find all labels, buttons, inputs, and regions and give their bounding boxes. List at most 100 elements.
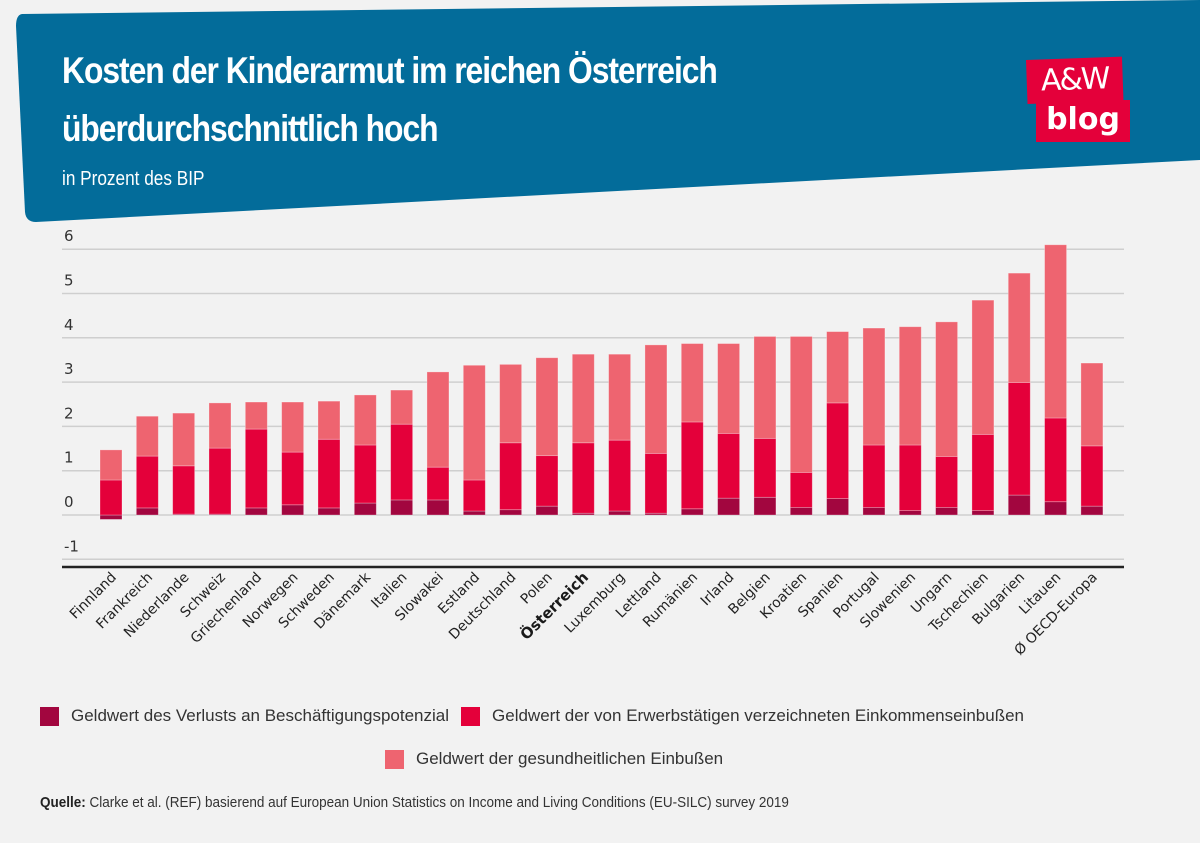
legend-item-employment: Geldwert des Verlusts an Beschäftigungsp… xyxy=(40,706,449,726)
bar-segment-income xyxy=(208,447,232,515)
bar-segment-employment xyxy=(535,505,559,516)
bar-segment-income xyxy=(426,466,450,501)
source-text: Clarke et al. (REF) basierend auf Europe… xyxy=(85,794,789,811)
bar-segment-health xyxy=(971,299,995,435)
bar-segment-employment xyxy=(135,507,159,516)
bar-segment-employment xyxy=(717,497,741,516)
bar-segment-employment xyxy=(971,510,995,516)
bar-group xyxy=(535,357,559,516)
bar-segment-health xyxy=(789,336,813,473)
bar-segment-income xyxy=(317,438,341,509)
bar-group xyxy=(898,326,922,516)
bar-segment-health xyxy=(1080,362,1104,447)
bar-segment-employment xyxy=(826,498,849,516)
legend-item-income: Geldwert der von Erwerbstätigen verzeich… xyxy=(461,706,1024,726)
y-tick-label: 5 xyxy=(64,272,74,290)
chart-subtitle: in Prozent des BIP xyxy=(62,168,205,190)
bar-segment-income xyxy=(99,479,123,516)
header-banner xyxy=(16,0,1200,222)
y-tick-label: -1 xyxy=(64,537,79,555)
bar-segment-income xyxy=(281,451,305,506)
bar-group xyxy=(571,353,595,516)
bar-segment-income xyxy=(1007,382,1031,496)
bar-segment-income xyxy=(1044,417,1067,503)
bar-segment-employment xyxy=(1080,505,1104,516)
bar-segment-income xyxy=(717,433,741,499)
bar-group xyxy=(1080,362,1104,516)
bar-segment-health xyxy=(426,371,450,468)
bar-segment-health xyxy=(898,326,922,446)
bar-group xyxy=(281,401,305,516)
legend-item-health: Geldwert der gesundheitlichen Einbußen xyxy=(385,749,723,769)
stacked-bar-chart: -1 0 1 2 3 4 5 6 FinnlandFrankreichNiederlandeS… xyxy=(62,227,1124,659)
bar-segment-health xyxy=(717,343,741,434)
bar-group xyxy=(680,343,704,516)
bar-segment-employment xyxy=(753,496,777,516)
logo-text-blog: blog xyxy=(1036,100,1130,142)
aw-blog-logo: A&W blog xyxy=(1024,56,1134,144)
bar-segment-health xyxy=(244,401,268,430)
bar-segment-health xyxy=(390,389,414,425)
source-note: Quelle: Clarke et al. (REF) basierend au… xyxy=(40,794,789,811)
bar-group xyxy=(499,363,523,516)
bar-group xyxy=(826,331,849,516)
bar-segment-employment xyxy=(462,510,486,516)
legend-row-1: Geldwert des Verlusts an Beschäftigungsp… xyxy=(40,706,1036,726)
bar-segment-income xyxy=(1080,445,1104,507)
bar-segment-health xyxy=(644,344,668,454)
bar-segment-income xyxy=(172,465,196,515)
chart-title-line-1: Kosten der Kinderarmut im reichen Österr… xyxy=(62,50,718,91)
bar-segment-health xyxy=(172,412,196,467)
bar-segment-health xyxy=(680,343,704,423)
bar-segment-health xyxy=(462,364,486,481)
legend-swatch-employment xyxy=(40,706,59,726)
bar-segment-health xyxy=(1044,244,1067,419)
bar-group xyxy=(789,336,813,516)
bar-segment-employment xyxy=(680,508,704,516)
bar-segment-income xyxy=(935,456,958,508)
y-tick-label: 1 xyxy=(64,449,74,467)
bar-segment-employment xyxy=(244,507,268,516)
bar-segment-employment xyxy=(281,504,305,516)
bar-segment-health xyxy=(99,449,123,481)
bar-segment-income xyxy=(390,423,414,501)
y-tick-label: 4 xyxy=(64,316,74,334)
bar-segment-income xyxy=(862,444,886,508)
bar-segment-income xyxy=(608,439,632,512)
bar-segment-health xyxy=(862,327,886,446)
bar-segment-employment xyxy=(426,499,450,516)
legend-row-2: Geldwert der gesundheitlichen Einbußen xyxy=(385,749,735,769)
bar-segment-employment xyxy=(1044,501,1067,516)
bar-group xyxy=(244,401,268,516)
bar-segment-health xyxy=(281,401,305,453)
bar-segment-health xyxy=(317,400,341,440)
bar-segment-income xyxy=(971,433,995,511)
bar-segment-employment xyxy=(571,512,595,516)
bar-group xyxy=(862,327,886,516)
bar-segment-employment xyxy=(499,509,523,516)
bar-segment-employment xyxy=(608,510,632,516)
bar-group xyxy=(644,344,668,516)
bar-segment-income xyxy=(898,444,922,511)
bar-segment-employment xyxy=(862,507,886,516)
y-tick-label: 2 xyxy=(64,404,74,422)
y-tick-label: 3 xyxy=(64,360,74,378)
bar-group xyxy=(99,449,123,520)
x-axis-labels: FinnlandFrankreichNiederlandeSchweizGrie… xyxy=(67,567,1101,658)
bar-segment-income xyxy=(135,455,159,509)
bar-group xyxy=(1044,244,1067,516)
chart-title-line-2: überdurchschnittlich hoch xyxy=(62,108,439,149)
legend-label-income: Geldwert der von Erwerbstätigen verzeich… xyxy=(492,706,1025,725)
bar-group xyxy=(935,321,958,516)
bar-segment-employment xyxy=(1007,494,1031,516)
bar-group xyxy=(753,336,777,516)
bar-segment-health xyxy=(571,353,595,444)
bar-segment-income xyxy=(644,453,668,514)
bar-group xyxy=(717,343,741,516)
bar-group xyxy=(317,400,341,516)
bar-segment-income xyxy=(789,472,813,508)
source-label: Quelle: xyxy=(40,794,86,811)
legend-label-health: Geldwert der gesundheitlichen Einbußen xyxy=(416,749,724,768)
bar-segment-health xyxy=(826,331,849,404)
bar-segment-health xyxy=(935,321,958,457)
